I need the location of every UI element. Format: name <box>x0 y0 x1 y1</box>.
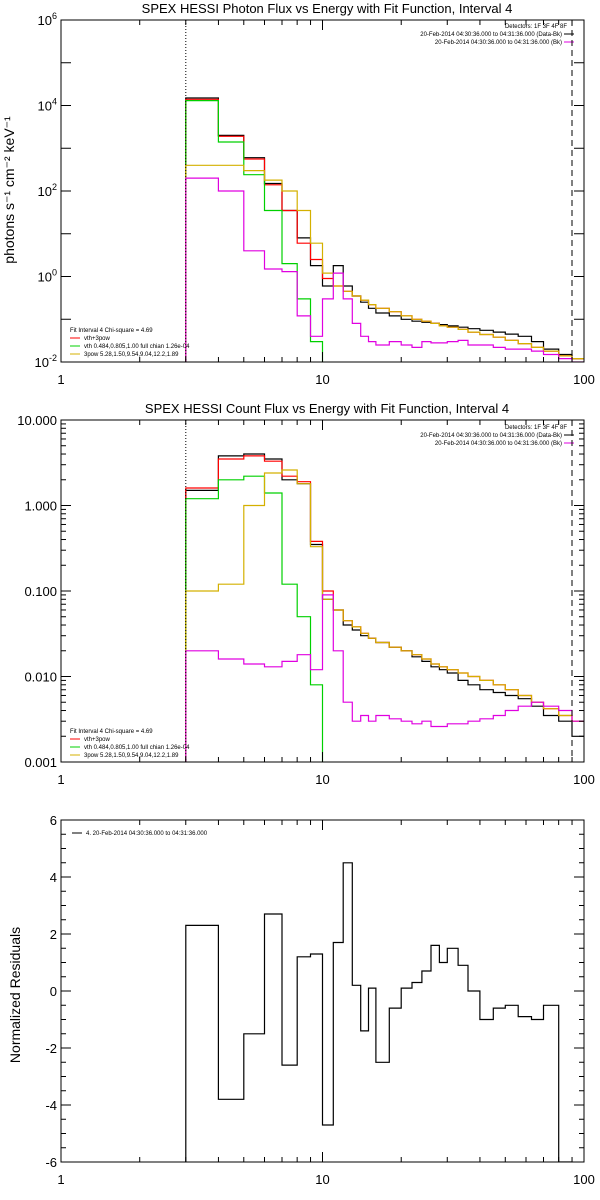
legend-data-bk-2: 20-Feb-2014 04:30:36.000 to 04:31:36.000… <box>420 433 562 439</box>
photon-flux-ylabel: photons s⁻¹ cm⁻² keV⁻¹ <box>1 116 17 264</box>
series-bk <box>185 177 584 362</box>
legend-data-bk: 20-Feb-2014 04:30:36.000 to 04:31:36.000… <box>420 32 562 38</box>
series-vth <box>185 100 324 362</box>
legend-3pow: 3pow 5.28,1.50,9.54,9.04,12.2,1.89 <box>84 352 179 358</box>
residuals-ylabel: Normalized Residuals <box>7 927 23 1063</box>
y-tick-label: 104 <box>38 97 57 114</box>
count-flux-panel: SPEX HESSI Count Flux vs Energy with Fit… <box>17 401 595 787</box>
x-tick-label: 10 <box>315 1172 329 1187</box>
x-tick-label: 100 <box>573 1172 595 1187</box>
x-tick-label: 10 <box>315 372 329 387</box>
y-tick-label: 0 <box>50 984 57 999</box>
legend-vth3pow: vth+3pow <box>84 336 111 342</box>
y-tick-label: 6 <box>50 813 57 828</box>
y-tick-label: 0.001 <box>24 755 57 770</box>
legend-detectors-2: Detectors: 1F 3F 4F 8F <box>505 425 567 431</box>
legend-vth3pow-2: vth+3pow <box>84 737 111 743</box>
x-tick-label: 100 <box>573 372 595 387</box>
y-tick-label: 0.100 <box>24 584 57 599</box>
y-tick-label: 0.010 <box>24 670 57 685</box>
x-tick-label: 10 <box>315 772 329 787</box>
x-tick-label: 1 <box>57 372 64 387</box>
legend-fit-interval-2: Fit Interval 4 Chi-square = 4.69 <box>70 729 153 735</box>
x-tick-label: 1 <box>57 772 64 787</box>
legend-bk: 20-Feb-2014 04:30:36.000 to 04:31:36.000… <box>435 40 562 46</box>
photon-flux-title: SPEX HESSI Photon Flux vs Energy with Fi… <box>142 1 513 16</box>
y-tick-label: 106 <box>38 11 57 28</box>
y-tick-label: 10-2 <box>35 353 57 370</box>
count-flux-title: SPEX HESSI Count Flux vs Energy with Fit… <box>145 401 509 416</box>
y-tick-label: 10.000 <box>17 413 57 428</box>
legend-vth: vth 0.484,0.805,1.00 full chian 1.26e-04 <box>84 344 190 350</box>
x-tick-label: 100 <box>573 772 595 787</box>
series-3pow <box>185 164 584 362</box>
y-tick-label: 100 <box>38 268 57 285</box>
series-3pow <box>185 469 584 762</box>
legend-bk-2: 20-Feb-2014 04:30:36.000 to 04:31:36.000… <box>435 441 562 447</box>
residual-legend: 4. 20-Feb-2014 04:30:36.000 to 04:31:36.… <box>86 831 208 837</box>
series-vth <box>185 475 324 762</box>
legend-3pow-2: 3pow 5.28,1.50,9.54,9.04,12.2,1.89 <box>84 753 179 759</box>
series-bk <box>185 594 584 762</box>
legend-fit-interval: Fit Interval 4 Chi-square = 4.69 <box>70 328 153 334</box>
y-tick-label: 4 <box>50 870 57 885</box>
photon-flux-panel: SPEX HESSI Photon Flux vs Energy with Fi… <box>1 1 595 387</box>
residuals-panel: Normalized Residuals 4. 20-Feb-2014 04:3… <box>7 813 595 1187</box>
y-tick-label: 102 <box>38 182 57 199</box>
y-tick-label: 2 <box>50 927 57 942</box>
x-tick-label: 1 <box>57 1172 64 1187</box>
legend-detectors: Detectors: 1F 3F 4F 8F <box>505 24 567 30</box>
legend-vth-2: vth 0.484,0.805,1.00 full chian 1.26e-04 <box>84 745 190 751</box>
y-tick-label: -6 <box>45 1155 57 1170</box>
series-data-bk <box>185 97 584 362</box>
y-tick-label: -2 <box>45 1041 57 1056</box>
y-tick-label: 1.000 <box>24 499 57 514</box>
series-vth-3pow <box>185 98 584 362</box>
y-tick-label: -4 <box>45 1098 57 1113</box>
series-residuals <box>185 862 572 1162</box>
